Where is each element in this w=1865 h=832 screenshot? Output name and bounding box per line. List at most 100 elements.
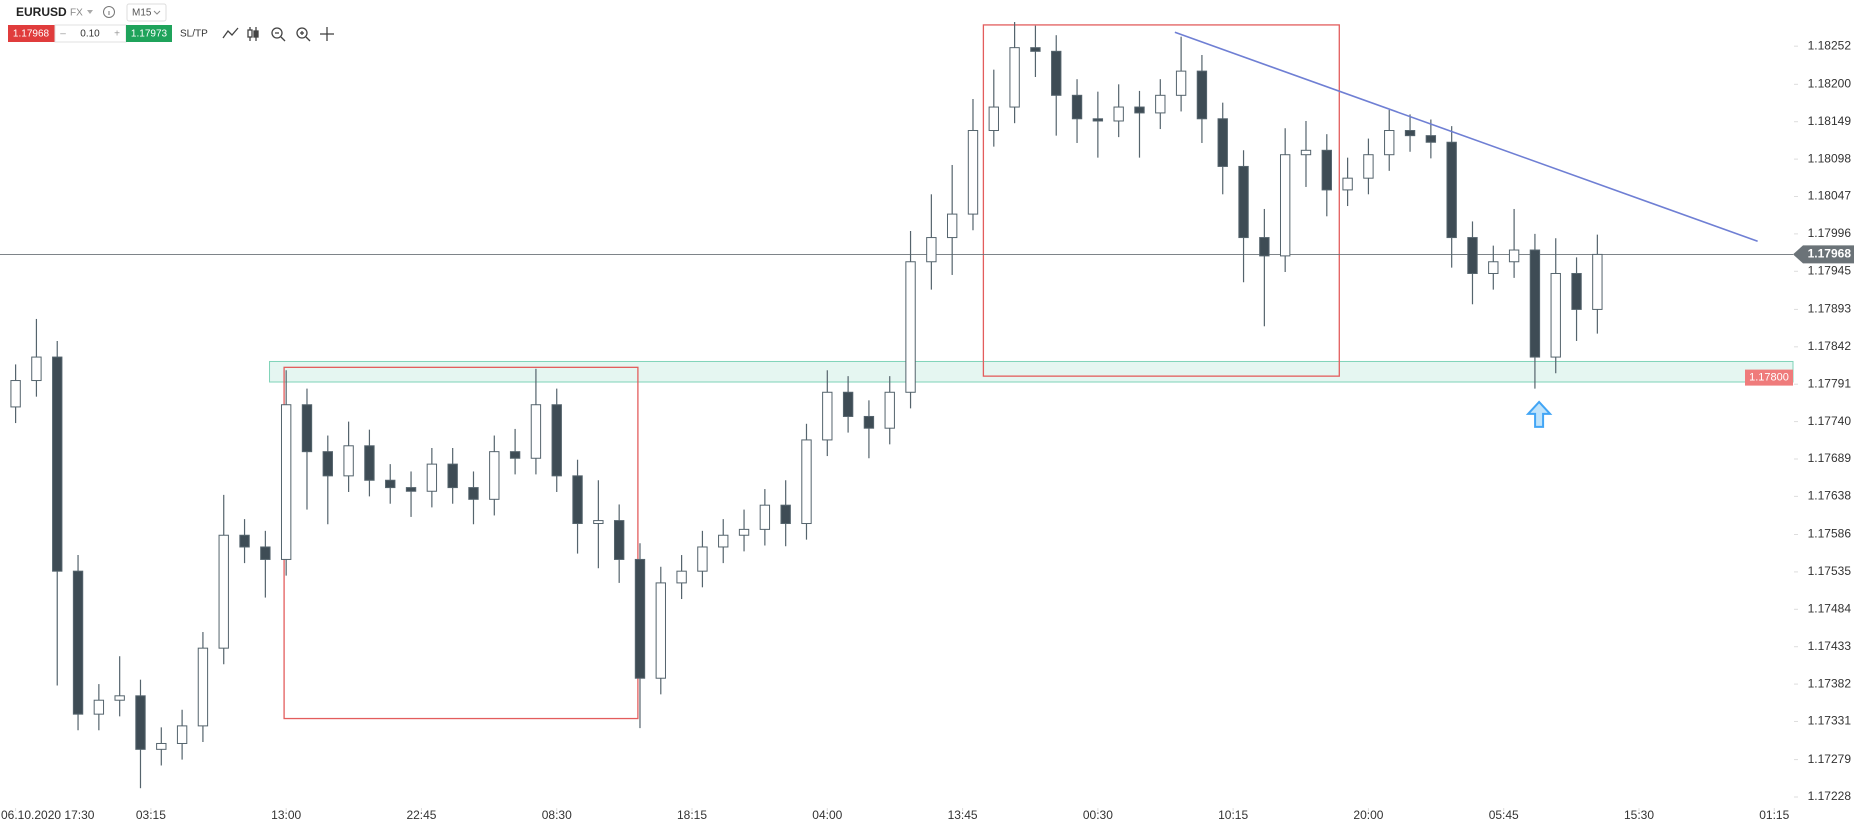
- candle-body: [1092, 118, 1104, 122]
- candle-body: [31, 356, 42, 382]
- candle-body: [1571, 272, 1582, 310]
- x-tick-label: 13:00: [271, 808, 301, 822]
- candle-body: [218, 534, 229, 649]
- candle-body: [1175, 70, 1187, 96]
- candle-body: [301, 404, 313, 453]
- candle-body: [93, 699, 105, 715]
- candle-body: [135, 695, 146, 750]
- candle-body: [1550, 272, 1561, 358]
- candles: [10, 21, 1758, 789]
- candle-body: [197, 647, 209, 727]
- x-tick-label: 10:15: [1218, 808, 1248, 822]
- candle-body: [364, 445, 375, 481]
- candle-body: [551, 404, 562, 477]
- x-tick-label: 22:45: [406, 808, 436, 822]
- candle-body: [405, 487, 417, 492]
- candle-body: [1404, 130, 1416, 137]
- candle-body: [884, 391, 895, 429]
- candle-body: [697, 546, 708, 572]
- range-box: [283, 366, 639, 720]
- candle-body: [905, 261, 916, 393]
- lot-size[interactable]: 0.10: [80, 29, 100, 40]
- toolbar: EURUSD FX M15 1.17968 – 0.10 + 1.17973 S…: [8, 3, 334, 43]
- candle-body: [780, 504, 791, 525]
- candle-body: [1321, 149, 1332, 191]
- y-tick-label: 1.17433: [1808, 639, 1852, 653]
- sell-button[interactable]: [8, 25, 55, 42]
- buy-price: 1.17973: [131, 29, 168, 40]
- buy-button[interactable]: [126, 25, 172, 42]
- x-tick-label: 20:00: [1353, 808, 1383, 822]
- y-tick-label: 1.17791: [1808, 376, 1852, 390]
- crosshair-icon[interactable]: [320, 27, 334, 41]
- candle-body: [1425, 135, 1437, 143]
- zoom-in-icon[interactable]: [296, 27, 311, 42]
- sltp[interactable]: SL/TP: [180, 29, 208, 40]
- candle-body: [1529, 249, 1541, 358]
- symbol[interactable]: EURUSD: [16, 5, 67, 19]
- candle-body: [1196, 70, 1208, 120]
- candle-body: [1384, 130, 1395, 156]
- candle-body: [176, 725, 188, 744]
- candle-body: [759, 504, 771, 530]
- candle-body: [676, 570, 687, 584]
- candle-body: [613, 520, 625, 560]
- candle-body: [1113, 106, 1124, 122]
- candle-body: [114, 695, 125, 701]
- candle-body: [634, 558, 646, 679]
- candle-body: [1217, 118, 1228, 167]
- timeframe-box[interactable]: [126, 3, 167, 22]
- candle-body: [1300, 149, 1312, 156]
- candle-body: [530, 404, 542, 459]
- y-tick-label: 1.17279: [1808, 752, 1852, 766]
- lot-minus[interactable]: –: [60, 29, 66, 40]
- x-tick-label: 13:45: [948, 808, 978, 822]
- candle-body: [1508, 249, 1520, 263]
- candle-body: [1051, 50, 1062, 96]
- y-tick-label: 1.17638: [1808, 489, 1852, 503]
- candle-body: [156, 742, 167, 750]
- candle-body: [426, 463, 438, 492]
- candle-body: [343, 445, 354, 477]
- candle-body: [1592, 253, 1603, 310]
- x-tick-label: 18:15: [677, 808, 707, 822]
- y-tick-label: 1.18047: [1808, 189, 1852, 203]
- candle-body: [1467, 237, 1478, 274]
- line-tool-icon[interactable]: [222, 27, 239, 39]
- candle-body: [1071, 94, 1083, 120]
- candle-body: [988, 106, 999, 132]
- x-tick-label: 08:30: [542, 808, 572, 822]
- y-tick-label: 1.18149: [1808, 114, 1852, 128]
- candle-tool-icon[interactable]: [247, 27, 259, 41]
- sell-price: 1.17968: [13, 29, 50, 40]
- candle-body: [1155, 94, 1166, 114]
- lot-plus[interactable]: +: [114, 29, 120, 40]
- y-tick-label: 1.17689: [1808, 451, 1852, 465]
- zoom-out-icon[interactable]: [271, 27, 286, 42]
- x-tick-label: 00:30: [1083, 808, 1113, 822]
- axes: 1.18252 1.18200 1.18149 1.18098 1.18047 1.179…: [1, 38, 1854, 822]
- x-tick-label: 06.10.2020 17:30: [1, 808, 95, 822]
- info-icon[interactable]: [103, 6, 115, 18]
- candle-body: [239, 534, 250, 548]
- zone-level-label: 1.17800: [1749, 372, 1789, 384]
- candle-body: [72, 570, 84, 715]
- y-tick-label: 1.17586: [1808, 527, 1852, 541]
- timeframe-chevron: [153, 10, 161, 15]
- candle-body: [489, 451, 500, 500]
- y-tick-label: 1.18252: [1808, 38, 1852, 52]
- candle-body: [967, 130, 979, 215]
- range-box: [982, 24, 1340, 377]
- y-tick-label: 1.17228: [1808, 789, 1852, 803]
- candle-body: [655, 582, 666, 679]
- candle-body: [822, 391, 833, 441]
- market-dropdown[interactable]: [87, 10, 93, 14]
- x-tick-label: 15:30: [1624, 808, 1654, 822]
- y-tick-label: 1.17893: [1808, 302, 1852, 316]
- annotations: 1.17800: [0, 24, 1794, 720]
- last-price-label: 1.17968: [1808, 247, 1852, 261]
- market: FX: [70, 8, 83, 19]
- x-tick-label: 05:45: [1489, 808, 1519, 822]
- candle-body: [1363, 154, 1374, 179]
